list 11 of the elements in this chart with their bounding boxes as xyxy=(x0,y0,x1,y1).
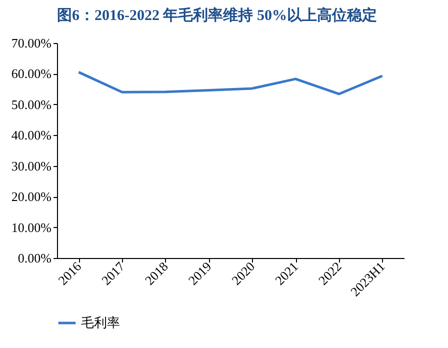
chart-title: 图6：2016-2022 年毛利率维持 50%以上高位稳定 xyxy=(57,6,377,24)
y-tick-label: 10.00% xyxy=(11,220,52,235)
legend-label: 毛利率 xyxy=(81,315,120,330)
y-tick-label: 70.00% xyxy=(11,36,52,50)
y-tick-label: 30.00% xyxy=(11,158,52,174)
y-tick-label: 40.00% xyxy=(11,128,52,143)
y-tick-label: 50.00% xyxy=(11,96,52,112)
line-series xyxy=(77,70,384,96)
y-tick-label: 20.00% xyxy=(11,189,52,204)
y-tick-label: 60.00% xyxy=(11,66,52,82)
y-tick-label: 0.00% xyxy=(18,250,52,266)
